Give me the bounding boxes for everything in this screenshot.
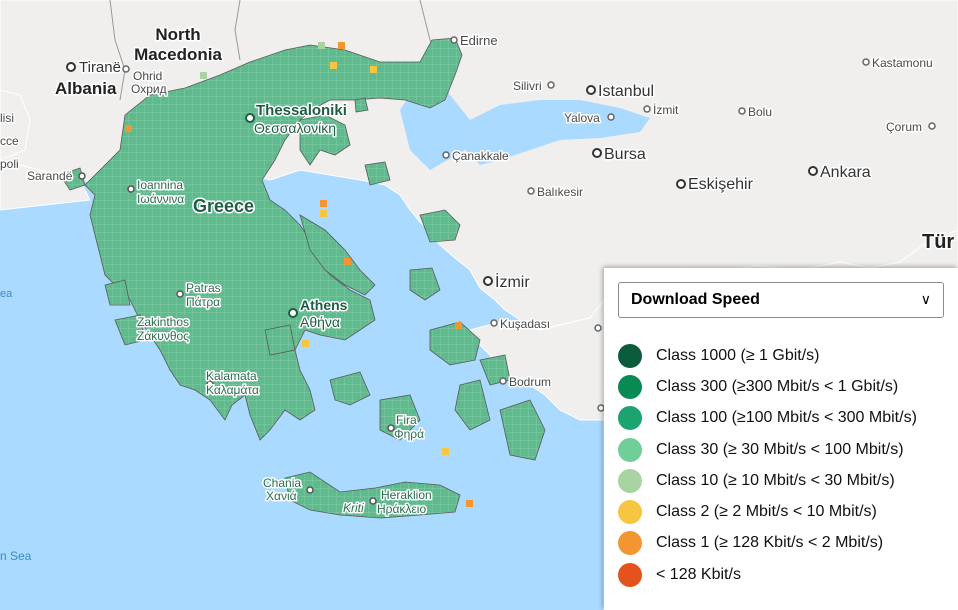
legend-item-label: Class 100 (≥100 Mbit/s < 300 Mbit/s)	[656, 409, 917, 427]
legend-item: Class 100 (≥100 Mbit/s < 300 Mbit/s)	[618, 403, 958, 434]
legend-swatch-icon	[618, 562, 642, 587]
label-izmir: İzmir	[495, 272, 530, 291]
label-tirane: Tiranë	[79, 59, 121, 76]
label-fira: Fira	[396, 413, 417, 427]
label-heraklion-gr: Ηράκλειο	[377, 502, 426, 516]
legend-list: Class 1000 (≥ 1 Gbit/s) Class 300 (≥300 M…	[618, 340, 958, 590]
label-north-macedonia-1: North	[155, 25, 200, 44]
label-greece: Greece	[193, 196, 254, 216]
label-eskisehir: Eskişehir	[688, 176, 754, 193]
label-patras: Patras	[186, 281, 221, 295]
legend-item: < 128 Kbit/s	[618, 559, 958, 590]
label-istanbul: Istanbul	[598, 83, 654, 100]
label-balikesir: Balıkesir	[537, 185, 583, 199]
label-bodrum: Bodrum	[509, 375, 551, 389]
label-left-1: lisi	[0, 111, 14, 125]
legend-item: Class 2 (≥ 2 Mbit/s < 10 Mbit/s)	[618, 496, 958, 527]
legend-item-label: Class 1000 (≥ 1 Gbit/s)	[656, 346, 820, 364]
label-ioannina: Ioannina	[137, 178, 183, 192]
legend-swatch-icon	[618, 500, 642, 525]
chevron-down-icon: ∨	[920, 292, 931, 308]
speed-dots	[125, 42, 473, 507]
legend-item: Class 10 (≥ 10 Mbit/s < 30 Mbit/s)	[618, 465, 958, 496]
legend-item: Class 1000 (≥ 1 Gbit/s)	[618, 340, 958, 371]
legend-swatch-icon	[618, 406, 642, 431]
legend-item: Class 300 (≥300 Mbit/s < 1 Gbit/s)	[618, 371, 958, 402]
legend-item-label: Class 30 (≥ 30 Mbit/s < 100 Mbit/s)	[656, 440, 904, 458]
legend-panel: Download Speed ∨ Class 1000 (≥ 1 Gbit/s)…	[604, 268, 958, 610]
label-chania: Chania	[263, 476, 301, 490]
label-zakinthos: Zakinthos	[137, 315, 189, 329]
label-north-macedonia-2: Macedonia	[134, 45, 222, 64]
label-patras-gr: Πάτρα	[186, 295, 220, 309]
label-ankara: Ankara	[820, 164, 871, 181]
label-ohrid-cyr: Охрид	[131, 82, 167, 96]
label-kriti: Kriti	[343, 501, 364, 515]
label-left-2: cce	[0, 134, 19, 148]
legend-item-label: Class 10 (≥ 10 Mbit/s < 30 Mbit/s)	[656, 471, 895, 489]
label-ioannina-gr: Ιωάννινα	[137, 192, 184, 206]
legend-swatch-icon	[618, 343, 642, 368]
label-chania-gr: Χανιά	[266, 489, 297, 503]
label-silivri: Silivri	[513, 79, 542, 93]
label-yalova: Yalova	[564, 111, 600, 125]
label-izmit: İzmit	[653, 103, 679, 117]
map-labels: North Macedonia Tiranë Albania Ohrid Охр…	[0, 24, 956, 564]
label-thessaloniki-gr: Θεσσαλονίκη	[254, 120, 336, 136]
legend-item-label: Class 300 (≥300 Mbit/s < 1 Gbit/s)	[656, 377, 899, 395]
label-athens-gr: Αθήνα	[300, 314, 340, 330]
label-heraklion: Heraklion	[381, 488, 432, 502]
label-fira-gr: Φηρά	[394, 427, 424, 441]
speed-metric-value: Download Speed	[631, 291, 760, 308]
label-zakinthos-gr: Ζάκυνθος	[137, 329, 189, 343]
label-albania: Albania	[55, 79, 117, 98]
label-bursa: Bursa	[604, 146, 646, 163]
legend-item-label: Class 1 (≥ 128 Kbit/s < 2 Mbit/s)	[656, 534, 884, 552]
greece-coverage	[59, 37, 546, 519]
label-turkiye: Tür	[922, 231, 954, 253]
label-bolu: Bolu	[748, 105, 772, 119]
label-canakkale: Çanakkale	[452, 149, 509, 163]
legend-swatch-icon	[618, 437, 642, 462]
label-kalamata: Kalamata	[206, 369, 257, 383]
legend-swatch-icon	[618, 374, 642, 399]
label-kusadasi: Kuşadası	[500, 317, 550, 331]
legend-item-label: Class 2 (≥ 2 Mbit/s < 10 Mbit/s)	[656, 503, 877, 521]
label-thessaloniki: Thessaloniki	[256, 102, 347, 119]
label-sea-left: ea	[0, 288, 13, 300]
label-left-3: poli	[0, 157, 19, 171]
label-corum: Çorum	[886, 120, 922, 134]
legend-swatch-icon	[618, 531, 642, 556]
speed-metric-select[interactable]: Download Speed ∨	[618, 282, 944, 318]
label-kalamata-gr: Καλαμάτα	[206, 383, 259, 397]
legend-item: Class 1 (≥ 128 Kbit/s < 2 Mbit/s)	[618, 528, 958, 559]
label-athens: Athens	[300, 297, 348, 313]
legend-item-label: < 128 Kbit/s	[656, 565, 741, 583]
label-edirne: Edirne	[460, 33, 498, 48]
label-ohrid: Ohrid	[133, 69, 162, 83]
label-kastamonu: Kastamonu	[872, 56, 933, 70]
label-sarande: Sarandë	[27, 169, 73, 183]
city-dot-tirane	[66, 62, 76, 72]
label-sea-bottom: n Sea	[0, 549, 32, 563]
legend-swatch-icon	[618, 468, 642, 493]
legend-item: Class 30 (≥ 30 Mbit/s < 100 Mbit/s)	[618, 434, 958, 465]
